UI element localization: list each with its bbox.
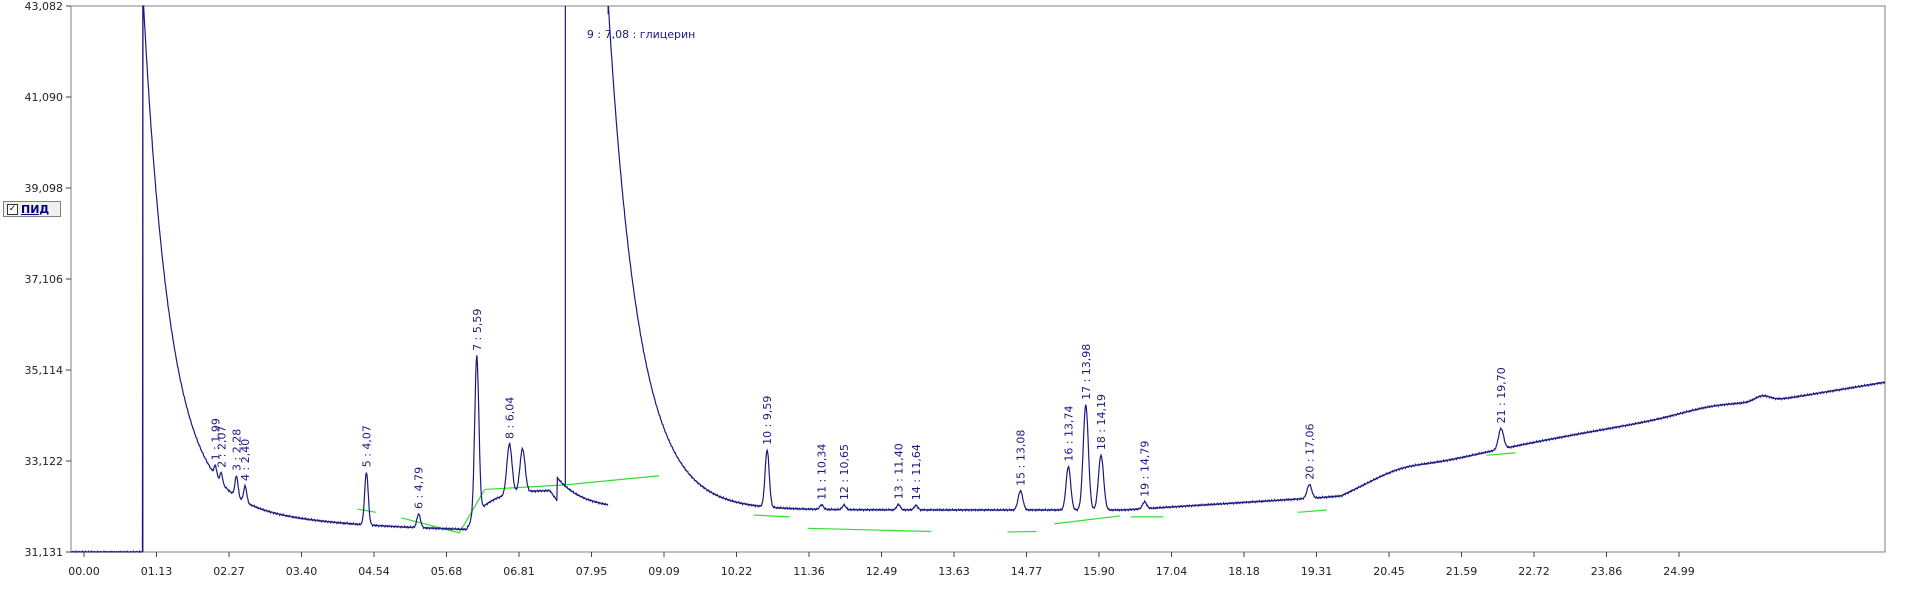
- y-tick-label: 41,090: [25, 91, 64, 104]
- peak-label: 20 : 17,06: [1303, 423, 1316, 479]
- baseline-segment: [1054, 515, 1120, 525]
- peak-label: 13 : 11,40: [892, 443, 905, 499]
- x-tick-label: 09.09: [648, 565, 680, 578]
- peak-label: 18 : 14,19: [1095, 394, 1108, 450]
- baseline-segments: [357, 452, 1516, 534]
- y-tick-label: 43,082: [25, 0, 64, 13]
- peak-label: 19 : 14,79: [1139, 441, 1152, 497]
- peak-label: 11 : 10,34: [816, 444, 829, 500]
- x-tick-label: 17.04: [1156, 565, 1188, 578]
- y-tick-label: 33,122: [25, 455, 64, 468]
- x-tick-label: 18.18: [1228, 565, 1260, 578]
- peak-label: 17 : 13,98: [1080, 344, 1093, 400]
- x-tick-label: 03.40: [286, 565, 318, 578]
- y-tick-label: 37,106: [25, 273, 64, 286]
- peak-label: 14 : 11,64: [910, 444, 923, 500]
- x-tick-label: 01.13: [141, 565, 173, 578]
- peak-label: 4 : 2,40: [239, 439, 252, 481]
- peak-label: 15 : 13,08: [1014, 430, 1027, 486]
- x-tick-label: 22.72: [1518, 565, 1550, 578]
- peak-label: 21 : 19,70: [1495, 367, 1508, 423]
- x-tick-label: 14.77: [1011, 565, 1043, 578]
- legend-label[interactable]: ПИД: [21, 202, 50, 216]
- baseline-segment: [484, 484, 566, 491]
- peak-label: 5 : 4,07: [360, 425, 373, 467]
- x-tick-label: 15.90: [1083, 565, 1115, 578]
- baseline-segment: [565, 475, 660, 486]
- x-tick-label: 10.22: [721, 565, 753, 578]
- x-tick-label: 13.63: [938, 565, 970, 578]
- signal-trace-group: [70, 5, 1886, 553]
- x-tick-label: 07.95: [576, 565, 608, 578]
- peak-label: 10 : 9,59: [761, 396, 774, 445]
- baseline-segment: [401, 517, 460, 534]
- x-tick-label: 24.99: [1663, 565, 1695, 578]
- peak-label: 12 : 10,65: [838, 444, 851, 500]
- y-tick-label: 39,098: [25, 182, 64, 195]
- x-tick-label: 20.45: [1373, 565, 1405, 578]
- x-tick-label: 23.86: [1591, 565, 1623, 578]
- peak-label: 3 : 2,28: [231, 429, 244, 471]
- peak-label: 7 : 5,59: [471, 309, 484, 351]
- peak-label: 1 : 1,99: [210, 418, 223, 460]
- x-tick-label: 19.31: [1301, 565, 1333, 578]
- signal-trace-left: [70, 5, 609, 553]
- x-tick-label: 06.81: [503, 565, 535, 578]
- x-tick-label: 05.68: [431, 565, 463, 578]
- baseline-segment: [807, 527, 932, 533]
- x-tick-label: 02.27: [213, 565, 245, 578]
- baseline-segment: [357, 508, 376, 513]
- peak-label: 6 : 4,79: [413, 467, 426, 509]
- y-tick-label: 31,131: [25, 546, 64, 559]
- x-tick-label: 12.49: [866, 565, 898, 578]
- x-axis: 00.00 01.13 02.27 03.40 04.54 05.68 06.81 07.95…: [68, 552, 1695, 578]
- baseline-segment: [1297, 509, 1327, 513]
- legend-checkbox[interactable]: ✓: [7, 203, 18, 215]
- peak-label: 16 : 13,74: [1062, 405, 1075, 461]
- signal-trace-right: [607, 6, 1886, 513]
- y-tick-label: 35,114: [25, 364, 64, 377]
- peak-label: 9 : 7,08 : глицерин: [587, 28, 695, 41]
- baseline-segment: [753, 514, 790, 518]
- x-tick-label: 00.00: [68, 565, 100, 578]
- detector-legend[interactable]: ✓ ПИД: [3, 201, 61, 217]
- x-tick-label: 04.54: [358, 565, 390, 578]
- peak-label: 2 : 2,07: [215, 426, 228, 468]
- baseline-segment: [1486, 452, 1516, 456]
- x-tick-label: 11.36: [793, 565, 825, 578]
- plot-frame: [70, 5, 1886, 553]
- peak-label: 8 : 6,04: [503, 397, 516, 439]
- y-axis: 31,131 33,122 35,114 37,106 39,098 41,090 43,0…: [25, 0, 71, 559]
- x-tick-label: 21.59: [1446, 565, 1478, 578]
- peak-labels: 1 : 1,992 : 2,07 3 : 2,284 : 2,40 5 : 4,07…: [210, 28, 1508, 509]
